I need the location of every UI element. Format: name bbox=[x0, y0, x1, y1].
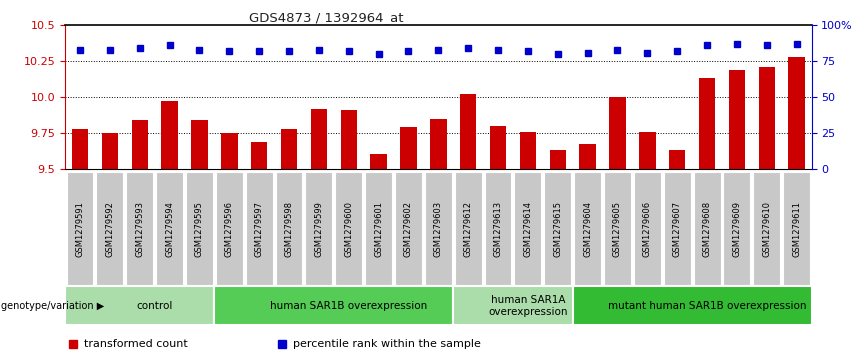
Bar bbox=[609, 97, 626, 169]
Text: GSM1279598: GSM1279598 bbox=[285, 201, 293, 257]
Text: GSM1279597: GSM1279597 bbox=[254, 201, 264, 257]
FancyBboxPatch shape bbox=[724, 172, 750, 285]
Text: GSM1279603: GSM1279603 bbox=[434, 201, 443, 257]
Bar bbox=[788, 57, 805, 169]
Text: human SAR1A
overexpression: human SAR1A overexpression bbox=[488, 295, 568, 317]
FancyBboxPatch shape bbox=[425, 172, 451, 285]
FancyBboxPatch shape bbox=[664, 172, 691, 285]
Text: GSM1279605: GSM1279605 bbox=[613, 201, 622, 257]
Text: GSM1279610: GSM1279610 bbox=[762, 201, 772, 257]
Bar bbox=[340, 110, 357, 169]
Bar bbox=[669, 150, 686, 169]
Text: GSM1279593: GSM1279593 bbox=[135, 201, 144, 257]
FancyBboxPatch shape bbox=[246, 172, 273, 285]
Bar bbox=[549, 150, 566, 169]
Text: GSM1279592: GSM1279592 bbox=[105, 201, 115, 257]
FancyBboxPatch shape bbox=[214, 286, 453, 326]
FancyBboxPatch shape bbox=[455, 172, 482, 285]
FancyBboxPatch shape bbox=[604, 172, 631, 285]
FancyBboxPatch shape bbox=[453, 286, 573, 326]
Bar bbox=[520, 131, 536, 169]
Bar bbox=[161, 101, 178, 169]
Text: GSM1279614: GSM1279614 bbox=[523, 201, 532, 257]
Text: GSM1279599: GSM1279599 bbox=[314, 201, 324, 257]
Text: GSM1279615: GSM1279615 bbox=[553, 201, 562, 257]
Text: percentile rank within the sample: percentile rank within the sample bbox=[293, 339, 481, 349]
Bar bbox=[311, 109, 327, 169]
Text: GSM1279594: GSM1279594 bbox=[165, 201, 174, 257]
Bar bbox=[729, 70, 745, 169]
Title: GDS4873 / 1392964_at: GDS4873 / 1392964_at bbox=[249, 11, 404, 24]
Text: transformed count: transformed count bbox=[83, 339, 187, 349]
FancyBboxPatch shape bbox=[65, 286, 214, 326]
FancyBboxPatch shape bbox=[544, 172, 571, 285]
Text: genotype/variation ▶: genotype/variation ▶ bbox=[1, 301, 104, 311]
Bar bbox=[460, 94, 477, 169]
FancyBboxPatch shape bbox=[127, 172, 153, 285]
FancyBboxPatch shape bbox=[365, 172, 392, 285]
Text: GSM1279607: GSM1279607 bbox=[673, 201, 681, 257]
FancyBboxPatch shape bbox=[575, 172, 601, 285]
Text: GSM1279602: GSM1279602 bbox=[404, 201, 413, 257]
Bar bbox=[72, 129, 89, 169]
Text: GSM1279612: GSM1279612 bbox=[464, 201, 473, 257]
Bar bbox=[251, 142, 267, 169]
FancyBboxPatch shape bbox=[395, 172, 422, 285]
FancyBboxPatch shape bbox=[634, 172, 661, 285]
Text: GSM1279609: GSM1279609 bbox=[733, 201, 741, 257]
Text: GSM1279600: GSM1279600 bbox=[345, 201, 353, 257]
Bar bbox=[132, 120, 148, 169]
Text: GSM1279601: GSM1279601 bbox=[374, 201, 383, 257]
Text: GSM1279596: GSM1279596 bbox=[225, 201, 233, 257]
Text: GSM1279608: GSM1279608 bbox=[702, 201, 712, 257]
Text: GSM1279611: GSM1279611 bbox=[792, 201, 801, 257]
Text: mutant human SAR1B overexpression: mutant human SAR1B overexpression bbox=[608, 301, 806, 311]
FancyBboxPatch shape bbox=[753, 172, 780, 285]
FancyBboxPatch shape bbox=[67, 172, 94, 285]
Text: GSM1279606: GSM1279606 bbox=[643, 201, 652, 257]
Bar bbox=[580, 144, 595, 169]
FancyBboxPatch shape bbox=[216, 172, 243, 285]
FancyBboxPatch shape bbox=[694, 172, 720, 285]
Bar bbox=[281, 129, 297, 169]
Bar bbox=[639, 131, 655, 169]
FancyBboxPatch shape bbox=[96, 172, 123, 285]
Bar bbox=[490, 126, 506, 169]
Bar bbox=[371, 155, 387, 169]
FancyBboxPatch shape bbox=[573, 286, 812, 326]
Text: control: control bbox=[136, 301, 173, 311]
FancyBboxPatch shape bbox=[484, 172, 511, 285]
Bar bbox=[699, 78, 715, 169]
Bar bbox=[102, 133, 118, 169]
Text: GSM1279604: GSM1279604 bbox=[583, 201, 592, 257]
Bar bbox=[400, 127, 417, 169]
Bar bbox=[431, 119, 446, 169]
Text: GSM1279595: GSM1279595 bbox=[195, 201, 204, 257]
FancyBboxPatch shape bbox=[306, 172, 332, 285]
Text: human SAR1B overexpression: human SAR1B overexpression bbox=[270, 301, 427, 311]
Text: GSM1279591: GSM1279591 bbox=[76, 201, 84, 257]
FancyBboxPatch shape bbox=[335, 172, 362, 285]
FancyBboxPatch shape bbox=[156, 172, 183, 285]
Bar bbox=[221, 133, 238, 169]
FancyBboxPatch shape bbox=[186, 172, 213, 285]
Bar bbox=[759, 67, 775, 169]
Text: GSM1279613: GSM1279613 bbox=[494, 201, 503, 257]
FancyBboxPatch shape bbox=[515, 172, 542, 285]
FancyBboxPatch shape bbox=[276, 172, 302, 285]
FancyBboxPatch shape bbox=[783, 172, 810, 285]
Bar bbox=[191, 120, 207, 169]
